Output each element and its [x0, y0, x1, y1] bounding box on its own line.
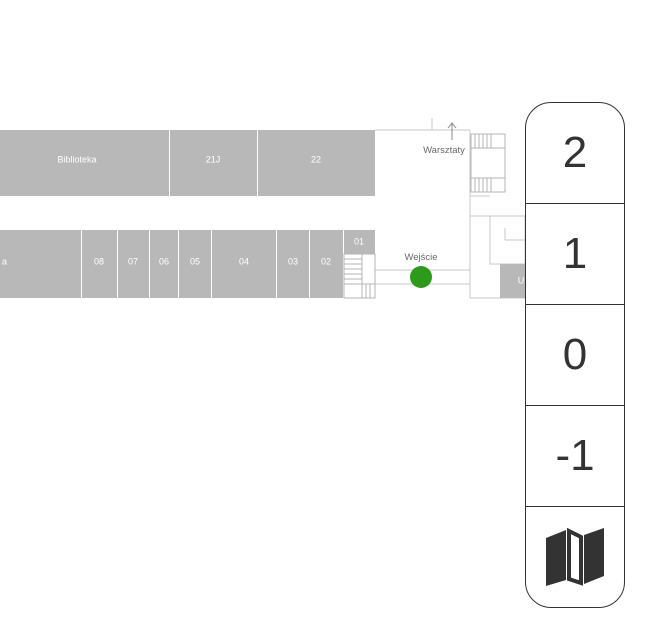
room-label: 06: [159, 256, 169, 266]
room-a[interactable]: [0, 230, 81, 298]
workshops-label: Warsztaty: [423, 145, 465, 156]
room-row-bottom: a 08 07 06 05 04 03 02 01 U: [0, 230, 525, 298]
entrance-marker-icon[interactable]: [410, 266, 432, 288]
arrow-up-icon: [447, 122, 457, 140]
room-08[interactable]: [82, 230, 117, 298]
floor-minus-1-button[interactable]: -1: [526, 406, 624, 507]
room-06[interactable]: [150, 230, 178, 298]
room-22[interactable]: [258, 130, 375, 196]
entrance-label: Wejście: [404, 252, 437, 263]
room-07[interactable]: [118, 230, 149, 298]
room-label: U: [518, 275, 525, 285]
room-05[interactable]: [179, 230, 211, 298]
map-view-button[interactable]: [526, 507, 624, 607]
floor-2-button[interactable]: 2: [526, 103, 624, 204]
room-label: 04: [239, 256, 249, 266]
room-row-top: Biblioteka 21J 22: [0, 130, 375, 196]
map-icon: [546, 527, 604, 586]
room-u[interactable]: [500, 264, 525, 298]
room-label: Biblioteka: [57, 154, 96, 164]
room-biblioteka[interactable]: [0, 130, 169, 196]
room-02[interactable]: [310, 230, 343, 298]
room-label: 22: [311, 154, 321, 164]
room-label: 05: [190, 256, 200, 266]
room-01[interactable]: [344, 230, 375, 254]
room-label: 03: [288, 256, 298, 266]
floor-selector: 2 1 0 -1: [525, 102, 625, 608]
floor-0-button[interactable]: 0: [526, 305, 624, 406]
stairs-icon: [470, 133, 506, 193]
room-label: 21J: [206, 154, 221, 164]
floor-1-button[interactable]: 1: [526, 204, 624, 305]
room-label: 07: [128, 256, 138, 266]
room-03[interactable]: [277, 230, 309, 298]
room-21j[interactable]: [170, 130, 257, 196]
room-label: a: [2, 256, 7, 266]
stairs-icon: [343, 253, 376, 299]
room-label: 01: [354, 236, 364, 246]
room-label: 02: [321, 256, 331, 266]
room-04[interactable]: [212, 230, 276, 298]
room-label: 08: [94, 256, 104, 266]
floor-plan[interactable]: Biblioteka 21J 22 a 08 07 06 05 04 03 02…: [0, 0, 525, 637]
